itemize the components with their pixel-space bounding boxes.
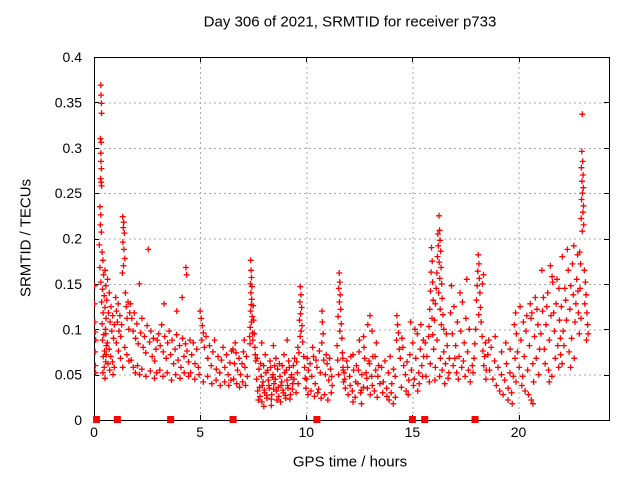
y-tick-label: 0.1 (63, 321, 83, 337)
y-tick-label: 0.3 (63, 140, 83, 156)
x-tick-label: 10 (298, 424, 314, 440)
y-axis-label: SRMTID / TECUs (17, 178, 35, 298)
x-tick-label: 15 (405, 424, 421, 440)
grid-layer (94, 57, 609, 420)
y-tick-label: 0.05 (55, 367, 82, 383)
chart-title: Day 306 of 2021, SRMTID for receiver p73… (203, 13, 497, 31)
x-tick-label: 20 (511, 424, 527, 440)
y-tick-label: 0 (74, 412, 82, 428)
y-tick-label: 0.2 (63, 231, 83, 247)
y-tick-label: 0.35 (55, 94, 82, 110)
srmtid-points (94, 82, 592, 410)
x-tick-label: 5 (196, 424, 204, 440)
y-tick-label: 0.15 (55, 276, 82, 292)
zero-flag-squares (93, 416, 479, 423)
x-tick-label: 0 (90, 424, 98, 440)
x-axis-label: GPS time / hours (292, 453, 408, 471)
y-tick-label: 0.25 (55, 185, 82, 201)
tick-labels: 0 5 10 15 20 0 0.05 0.1 0.15 0.2 0.25 0.3 0.35 0.4 (55, 49, 527, 440)
y-tick-label: 0.4 (63, 49, 83, 65)
